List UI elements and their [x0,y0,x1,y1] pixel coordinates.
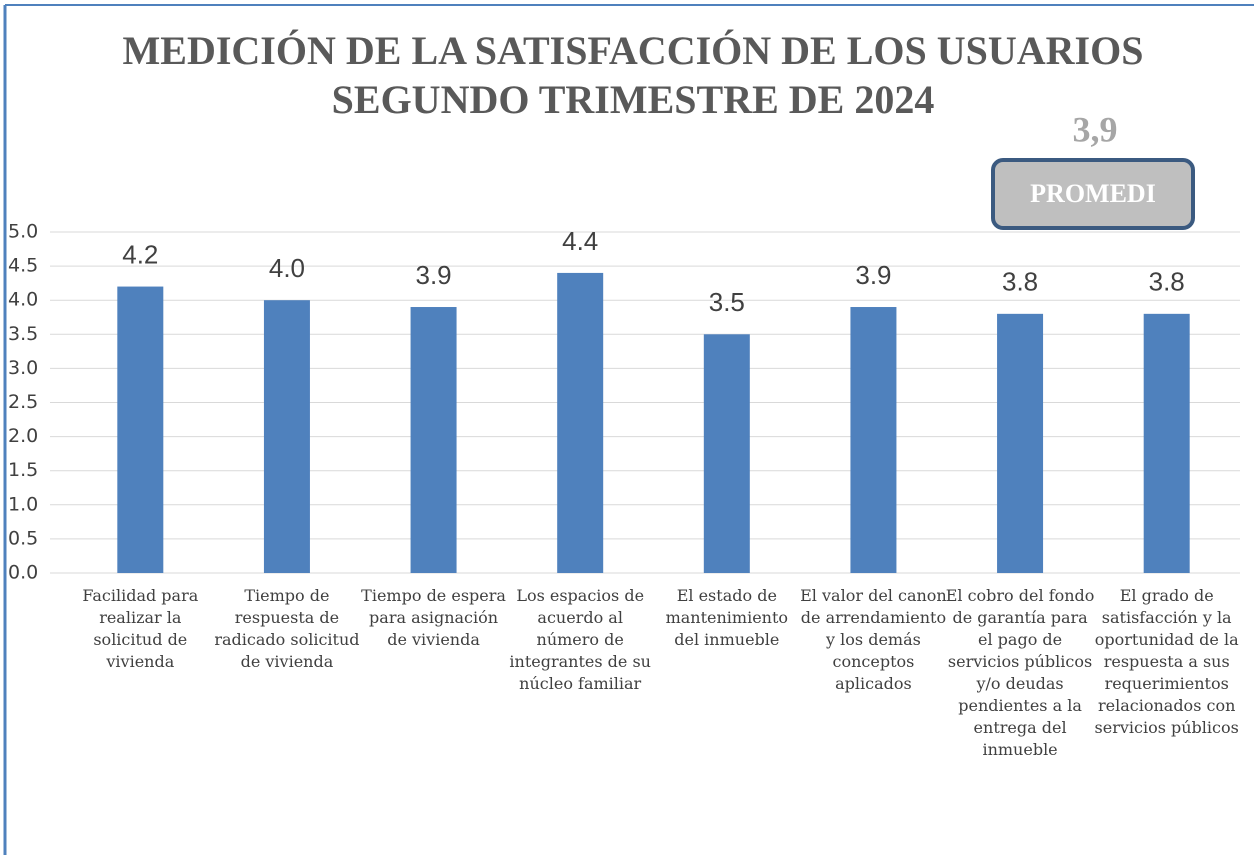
x-tick-label-box: El estado de mantenimiento del inmueble [665,586,789,649]
x-tick-label-box: El cobro del fondo de garantía para el p… [945,586,1095,759]
y-tick-label: 2.5 [8,391,38,413]
y-tick-label: 4.5 [8,255,38,277]
average-label: PROMEDI [1030,179,1156,208]
bar [557,272,604,573]
data-label: 4.4 [562,226,598,256]
x-tick-label: El estado de mantenimiento del inmueble [665,586,789,649]
y-tick-label: 4.0 [8,289,38,311]
data-label: 3.9 [855,260,891,290]
bar [1143,313,1190,573]
x-tick-label: El grado de satisfacción y la oportunida… [1094,586,1239,737]
chart-title: MEDICIÓN DE LA SATISFACCIÓN DE LOS USUAR… [123,28,1144,73]
average-box [991,158,1195,230]
bar [850,307,897,573]
bar [703,334,750,573]
y-tick-label: 3.0 [8,357,38,379]
x-tick-label: El valor del canon de arrendamiento y lo… [800,586,947,693]
data-label: 3.8 [1002,267,1038,297]
y-tick-label: 2.0 [8,425,38,447]
bar [117,286,164,573]
bar [263,300,310,573]
x-tick-label-box: Tiempo de espera para asignación de vivi… [361,586,506,649]
x-tick-label: Tiempo de espera para asignación de vivi… [361,586,506,649]
bar [410,307,457,573]
x-tick-label-box: El valor del canon de arrendamiento y lo… [800,586,947,693]
x-tick-label: Los espacios de acuerdo al número de int… [509,586,651,693]
y-tick-label: 0.0 [8,562,38,584]
x-tick-label: Tiempo de respuesta de radicado solicitu… [214,586,360,671]
data-label: 4.0 [269,253,305,283]
x-tick-label-box: Facilidad para realizar la solicitud de … [82,586,199,671]
data-label: 3.5 [709,287,745,317]
y-tick-label: 0.5 [8,527,38,549]
x-tick-label: El cobro del fondo de garantía para el p… [945,586,1095,759]
x-tick-label-box: Tiempo de respuesta de radicado solicitu… [214,586,360,671]
data-label: 4.2 [122,239,158,269]
x-tick-label-box: El grado de satisfacción y la oportunida… [1094,586,1239,737]
x-tick-label: Facilidad para realizar la solicitud de … [82,586,199,671]
y-tick-label: 5.0 [8,221,38,243]
data-label: 3.9 [415,260,451,290]
y-tick-label: 3.5 [8,323,38,345]
x-tick-label-box: Los espacios de acuerdo al número de int… [509,586,651,693]
y-tick-label: 1.5 [8,459,38,481]
chart-title: SEGUNDO TRIMESTRE DE 2024 [332,77,935,122]
y-tick-label: 1.0 [8,493,38,515]
bar [997,313,1044,573]
average-value: 3,9 [1073,109,1118,149]
data-label: 3.8 [1149,267,1185,297]
